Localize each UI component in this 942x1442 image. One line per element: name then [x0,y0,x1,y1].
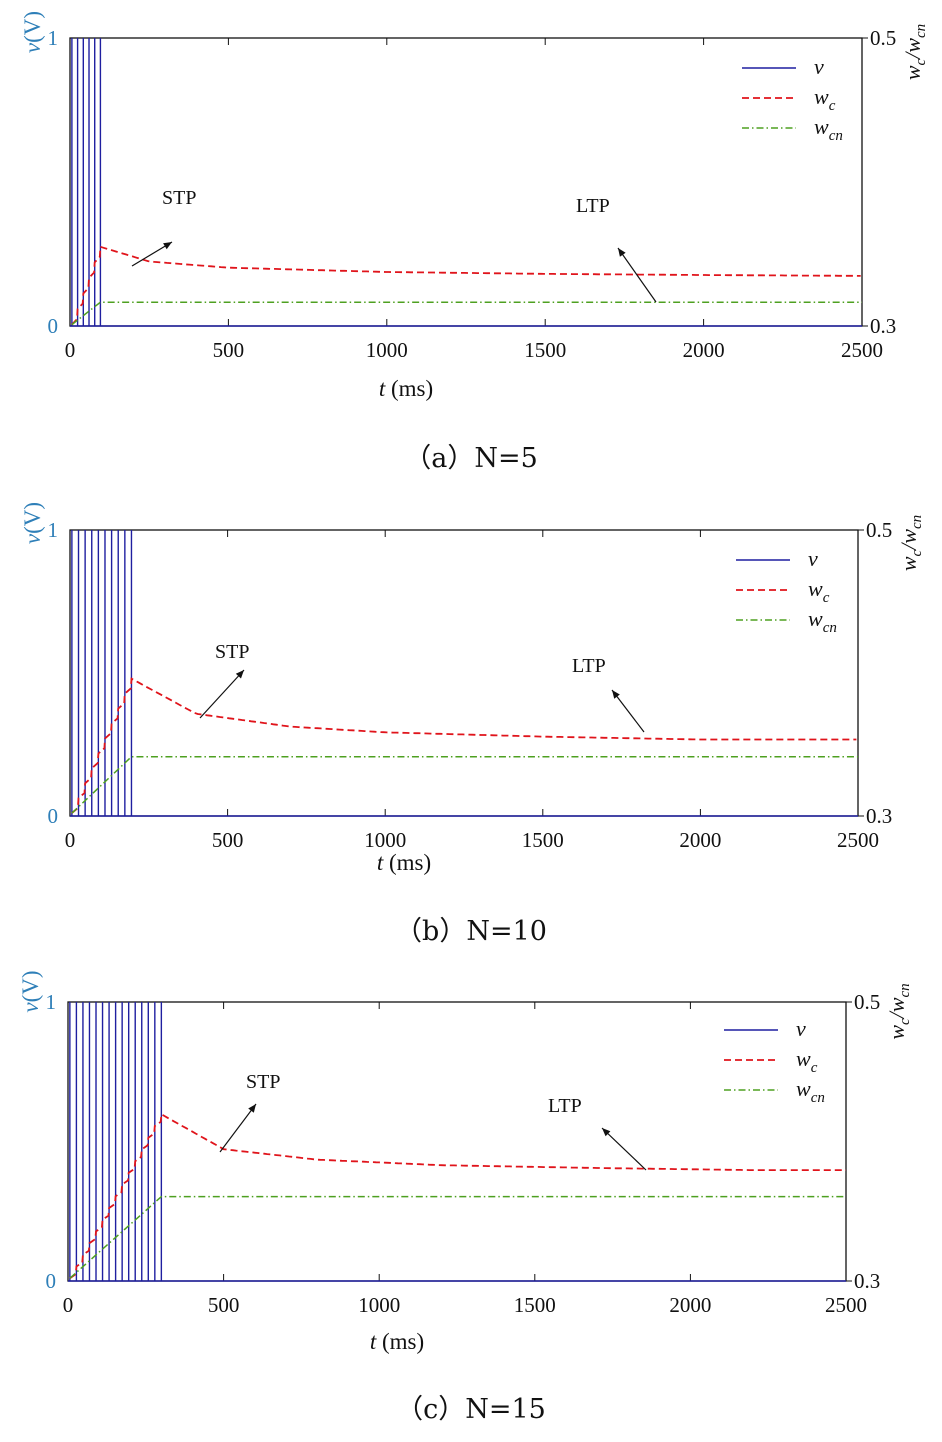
x-tick-label: 500 [212,828,244,852]
annotation-ltp: LTP [572,655,606,677]
y-right-tick-label: 0.5 [866,518,892,542]
arrow-stp [219,1103,257,1153]
arrow-stp [199,669,245,719]
arrow-ltp-head [602,1128,611,1137]
y-right-tick-label: 0.3 [866,804,892,828]
y-left-tick-label: 1 [46,990,57,1014]
x-axis-label: t (ms) [370,1329,424,1354]
arrow-ltp [617,247,657,303]
plot-frame [69,37,863,327]
legend-label-0: v [814,54,824,79]
x-tick-label: 500 [213,338,245,362]
legend-label-2: wcn [808,606,837,636]
series-wc [69,1112,846,1279]
caption-a: （a）N=5 [404,443,538,474]
x-tick-label: 0 [63,1293,74,1317]
legend-label-1: wc [796,1046,818,1076]
legend-label-0: v [796,1016,806,1041]
y-left-tick-label: 1 [48,518,59,542]
x-tick-label: 2000 [683,338,725,362]
y-right-tick-label: 0.5 [854,990,880,1014]
x-tick-label: 2000 [669,1293,711,1317]
y-right-axis-label: wc/wcn [884,983,913,1039]
series-wc [71,677,857,814]
arrow-stp-head [163,242,172,250]
x-tick-label: 500 [208,1293,240,1317]
arrow-stp-head [235,670,244,679]
x-tick-label: 1500 [524,338,566,362]
y-right-axis-label: wc/wcn [900,24,929,80]
x-tick-label: 0 [65,338,76,362]
x-axis-label: t (ms) [377,850,431,875]
arrow-stp-head [248,1104,256,1113]
y-right-tick-label: 0.3 [854,1269,880,1293]
legend-label-1: wc [814,84,836,114]
arrow-ltp-head [612,690,620,699]
legend-label-0: v [808,546,818,571]
legend-label-2: wcn [796,1076,825,1106]
annotation-stp: STP [162,187,196,209]
x-axis-label: t (ms) [379,376,433,401]
y-right-tick-label: 0.3 [870,314,896,338]
series-v [70,530,858,817]
y-left-tick-label: 0 [46,1269,57,1293]
plot-frame [69,529,859,817]
x-tick-label: 2500 [837,828,879,852]
y-left-axis-label: v(V) [20,11,45,53]
y-right-tick-label: 0.5 [870,26,896,50]
arrow-ltp-head [618,248,626,257]
series-v [68,1002,846,1282]
y-left-tick-label: 1 [48,26,59,50]
annotation-ltp: LTP [548,1095,582,1117]
series-wcn [71,301,862,326]
annotation-stp: STP [246,1071,280,1093]
chart-panel-b: 0 500 1000 1500 2000 2500 0 1 0.3 0.5 t (ms) v(V) wc… [20,502,925,875]
annotation-ltp: LTP [576,195,610,217]
series-wcn [71,755,858,814]
caption-c: （c）N=15 [396,1394,546,1425]
arrow-ltp [611,689,645,733]
x-tick-label: 2000 [679,828,721,852]
x-tick-label: 1500 [514,1293,556,1317]
x-tick-label: 1000 [366,338,408,362]
series-wc [71,245,861,326]
y-left-axis-label: v(V) [18,970,43,1012]
legend-label-1: wc [808,576,830,606]
chart-panel-c: 0 500 1000 1500 2000 2500 0 1 0.3 0.5 t (ms) v(V) wc… [18,970,913,1354]
arrow-ltp [601,1127,647,1171]
legend-label-2: wcn [814,114,843,144]
annotation-stp: STP [215,641,249,663]
x-tick-label: 1500 [522,828,564,852]
y-left-axis-label: v(V) [20,502,45,544]
y-right-axis-label: wc/wcn [896,515,925,571]
y-left-tick-label: 0 [48,804,59,828]
x-tick-label: 2500 [841,338,883,362]
y-left-tick-label: 0 [48,314,59,338]
plot-frame [67,1001,847,1282]
x-tick-label: 1000 [364,828,406,852]
caption-b: （b）N=10 [395,916,547,947]
series-v [70,38,862,327]
x-tick-label: 0 [65,828,76,852]
series-wcn [69,1195,846,1279]
chart-panel-a: 0 500 1000 1500 2000 2500 0 1 0.3 0.5 t (ms) v(V) wc… [20,11,929,401]
x-tick-label: 1000 [358,1293,400,1317]
x-tick-label: 2500 [825,1293,867,1317]
